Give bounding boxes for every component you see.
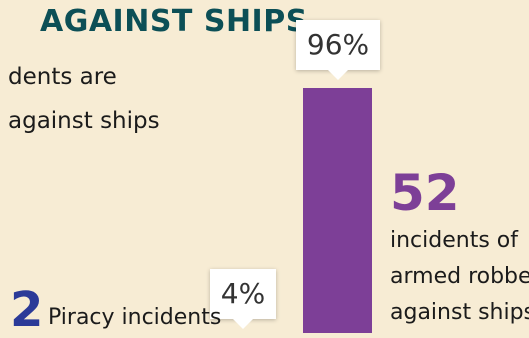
armed-robbery-label-line-3: against ships (390, 300, 529, 325)
chart-title: AGAINST SHIPS (40, 4, 308, 39)
piracy-count: 2 (10, 282, 44, 338)
subtitle-line-1: dents are (8, 64, 117, 90)
percent-callout-armed-robbery: 96% (296, 20, 380, 80)
percent-callout-piracy: 4% (210, 269, 276, 329)
armed-robbery-label-line-1: incidents of (390, 228, 518, 253)
subtitle-line-2: against ships (8, 108, 160, 134)
armed-robbery-count: 52 (390, 164, 460, 222)
bar-armed-robbery (303, 88, 372, 333)
armed-robbery-label-line-2: armed robbery (390, 264, 529, 289)
piracy-label: Piracy incidents (48, 305, 222, 330)
